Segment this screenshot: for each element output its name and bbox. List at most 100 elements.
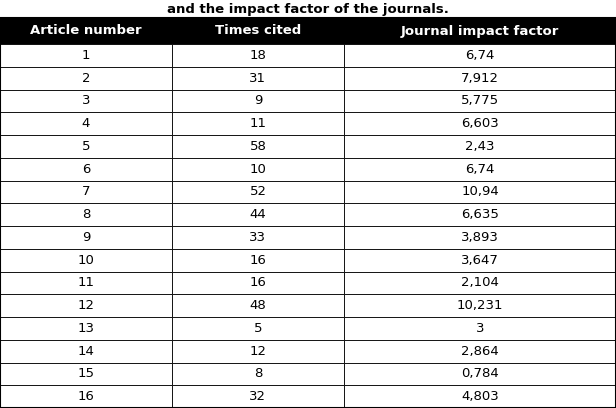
Text: 12: 12 [78, 299, 94, 312]
Bar [172, 226, 344, 249]
Bar [344, 317, 616, 340]
Bar [0, 340, 172, 362]
Bar [172, 112, 344, 135]
Bar [0, 180, 172, 203]
Bar [344, 180, 616, 203]
Text: 10,231: 10,231 [456, 299, 503, 312]
Text: 11: 11 [78, 276, 94, 289]
Text: Article number: Article number [30, 24, 142, 38]
Text: 16: 16 [78, 390, 94, 403]
Text: 5: 5 [254, 322, 262, 335]
Bar [172, 18, 344, 44]
Bar [0, 271, 172, 294]
Bar [172, 135, 344, 158]
Bar [344, 203, 616, 226]
Bar [0, 112, 172, 135]
Text: 33: 33 [249, 231, 267, 244]
Text: and the impact factor of the journals.: and the impact factor of the journals. [167, 2, 449, 16]
Bar [344, 158, 616, 180]
Bar [172, 271, 344, 294]
Text: 8: 8 [254, 367, 262, 380]
Bar [344, 271, 616, 294]
Bar [344, 385, 616, 408]
Text: 44: 44 [249, 208, 266, 221]
Bar [344, 226, 616, 249]
Text: 7,912: 7,912 [461, 72, 499, 84]
Text: 16: 16 [249, 254, 266, 266]
Text: 10,94: 10,94 [461, 185, 499, 198]
Text: 5: 5 [82, 140, 90, 153]
Text: 18: 18 [249, 49, 266, 62]
Text: 3,647: 3,647 [461, 254, 499, 266]
Text: 14: 14 [78, 345, 94, 358]
Bar [172, 362, 344, 385]
Bar [172, 67, 344, 89]
Text: 2,864: 2,864 [461, 345, 499, 358]
Bar [344, 340, 616, 362]
Text: 10: 10 [249, 163, 266, 175]
Text: 0,784: 0,784 [461, 367, 499, 380]
Text: 8: 8 [82, 208, 90, 221]
Bar [172, 158, 344, 180]
Bar [0, 385, 172, 408]
Bar [172, 317, 344, 340]
Text: 15: 15 [78, 367, 94, 380]
Text: 16: 16 [249, 276, 266, 289]
Text: 9: 9 [82, 231, 90, 244]
Text: Times cited: Times cited [215, 24, 301, 38]
Bar [344, 135, 616, 158]
Text: 6,603: 6,603 [461, 117, 499, 130]
Bar [0, 249, 172, 271]
Bar [172, 294, 344, 317]
Bar [0, 158, 172, 180]
Text: 13: 13 [78, 322, 94, 335]
Text: 48: 48 [249, 299, 266, 312]
Text: 11: 11 [249, 117, 267, 130]
Text: 6,74: 6,74 [465, 163, 495, 175]
Bar [172, 44, 344, 67]
Text: 6,635: 6,635 [461, 208, 499, 221]
Text: 2,43: 2,43 [465, 140, 495, 153]
Bar [344, 294, 616, 317]
Text: 3: 3 [476, 322, 484, 335]
Text: 7: 7 [82, 185, 90, 198]
Text: 31: 31 [249, 72, 267, 84]
Bar [344, 89, 616, 112]
Text: 12: 12 [249, 345, 267, 358]
Bar [172, 89, 344, 112]
Text: 3: 3 [82, 94, 90, 107]
Text: 4: 4 [82, 117, 90, 130]
Bar [172, 249, 344, 271]
Text: 5,775: 5,775 [461, 94, 499, 107]
Bar [172, 203, 344, 226]
Text: 1: 1 [82, 49, 90, 62]
Bar [172, 385, 344, 408]
Text: 3,893: 3,893 [461, 231, 499, 244]
Bar [0, 89, 172, 112]
Bar [0, 44, 172, 67]
Bar [0, 18, 172, 44]
Bar [0, 362, 172, 385]
Bar [344, 362, 616, 385]
Bar [0, 135, 172, 158]
Bar [0, 317, 172, 340]
Bar [0, 203, 172, 226]
Bar [0, 294, 172, 317]
Text: 4,803: 4,803 [461, 390, 499, 403]
Bar [0, 226, 172, 249]
Bar [344, 249, 616, 271]
Text: 58: 58 [249, 140, 266, 153]
Bar [344, 44, 616, 67]
Bar [0, 67, 172, 89]
Text: 52: 52 [249, 185, 267, 198]
Text: 2: 2 [82, 72, 90, 84]
Text: 6,74: 6,74 [465, 49, 495, 62]
Bar [172, 180, 344, 203]
Bar [344, 112, 616, 135]
Bar [344, 67, 616, 89]
Text: 32: 32 [249, 390, 267, 403]
Text: 6: 6 [82, 163, 90, 175]
Text: 2,104: 2,104 [461, 276, 499, 289]
Bar [344, 18, 616, 44]
Text: 10: 10 [78, 254, 94, 266]
